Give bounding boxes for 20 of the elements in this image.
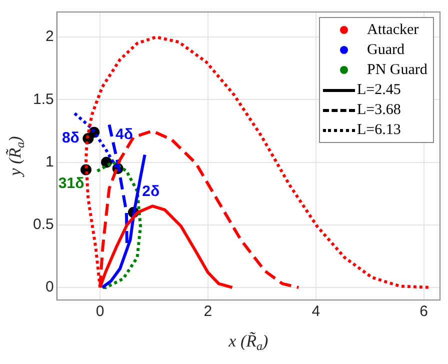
y-tick-label: 0 [46,278,54,296]
y-axis-title: y (R̃a) [5,136,28,178]
series-label: 4δ [115,126,133,143]
x-tick-label: 0 [96,303,104,320]
series-label: 8δ [62,130,80,147]
y-tick-label: 2 [46,28,54,46]
annotation: L=2.45 [357,82,401,98]
x-tick-label: 2 [204,303,212,320]
y-tick-label: 1.5 [32,90,54,108]
series-label: 2δ [142,182,160,200]
annotation: Attacker [367,22,419,38]
x-tick-label: 4 [312,303,320,320]
annotation: PN Guard [367,62,428,78]
series-label: 31δ [58,175,84,192]
x-tick-label: 6 [420,303,428,320]
y-tick-label: 1 [46,153,54,170]
annotation: Guard [367,42,404,58]
y-tick-label: 0.5 [32,216,54,234]
annotation: L=6.13 [357,122,401,138]
annotation: L=3.68 [357,102,401,118]
